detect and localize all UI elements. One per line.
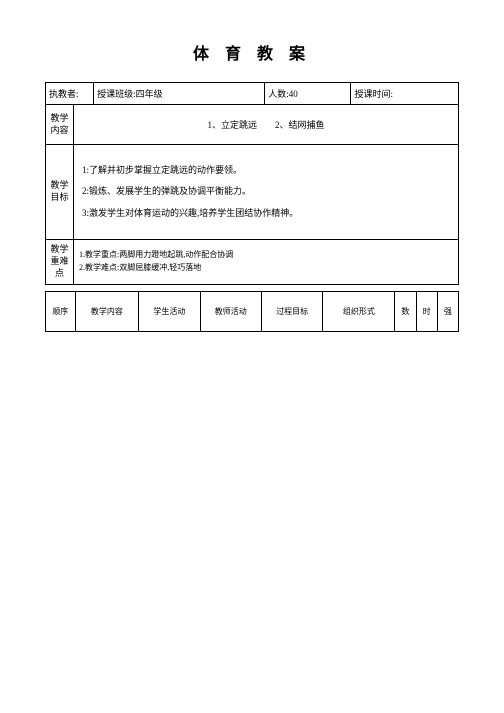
sub-header-table: 顺序 教学内容 学生活动 教师活动 过程目标 组织形式 数 时 强 bbox=[45, 291, 459, 332]
header-row: 执教者: 授课班级:四年级 人数:40 授课时间: bbox=[46, 83, 459, 105]
col-count: 数 bbox=[395, 292, 416, 332]
teaching-goals-label: 教学目标 bbox=[46, 145, 74, 240]
col-teacher-activity: 教师活动 bbox=[200, 292, 261, 332]
key-points-label: 教学重难点 bbox=[46, 240, 74, 285]
col-teaching-content: 教学内容 bbox=[75, 292, 139, 332]
sub-header-row: 顺序 教学内容 学生活动 教师活动 过程目标 组织形式 数 时 强 bbox=[46, 292, 459, 332]
teaching-content-label: 教学内容 bbox=[46, 105, 74, 145]
col-process-goal: 过程目标 bbox=[261, 292, 322, 332]
teaching-content-row: 教学内容 1、立定跳远 2、结网捕鱼 bbox=[46, 105, 459, 145]
col-intensity: 强 bbox=[437, 292, 458, 332]
teaching-goals-row: 教学目标 1:了解并初步掌握立定跳远的动作要领。 2:锻炼、发展学生的弹跳及协调… bbox=[46, 145, 459, 240]
key-points-value: 1.教学重点:两脚用力蹬地起跳,动作配合协调 2.教学难点:双脚屈膝缓冲,轻巧落… bbox=[74, 240, 459, 285]
class-cell: 授课班级:四年级 bbox=[94, 83, 265, 105]
page-title: 体 育 教 案 bbox=[45, 40, 459, 64]
col-sequence: 顺序 bbox=[46, 292, 76, 332]
time-cell: 授课时间: bbox=[351, 83, 459, 105]
col-time: 时 bbox=[416, 292, 437, 332]
people-cell: 人数:40 bbox=[265, 83, 351, 105]
col-student-activity: 学生活动 bbox=[139, 292, 200, 332]
col-org-form: 组织形式 bbox=[323, 292, 395, 332]
teaching-content-value: 1、立定跳远 2、结网捕鱼 bbox=[74, 105, 459, 145]
key-points-row: 教学重难点 1.教学重点:两脚用力蹬地起跳,动作配合协调 2.教学难点:双脚屈膝… bbox=[46, 240, 459, 285]
teacher-cell: 执教者: bbox=[46, 83, 94, 105]
teaching-goals-value: 1:了解并初步掌握立定跳远的动作要领。 2:锻炼、发展学生的弹跳及协调平衡能力。… bbox=[74, 145, 459, 240]
lesson-plan-table: 执教者: 授课班级:四年级 人数:40 授课时间: 教学内容 1、立定跳远 2、… bbox=[45, 82, 459, 285]
